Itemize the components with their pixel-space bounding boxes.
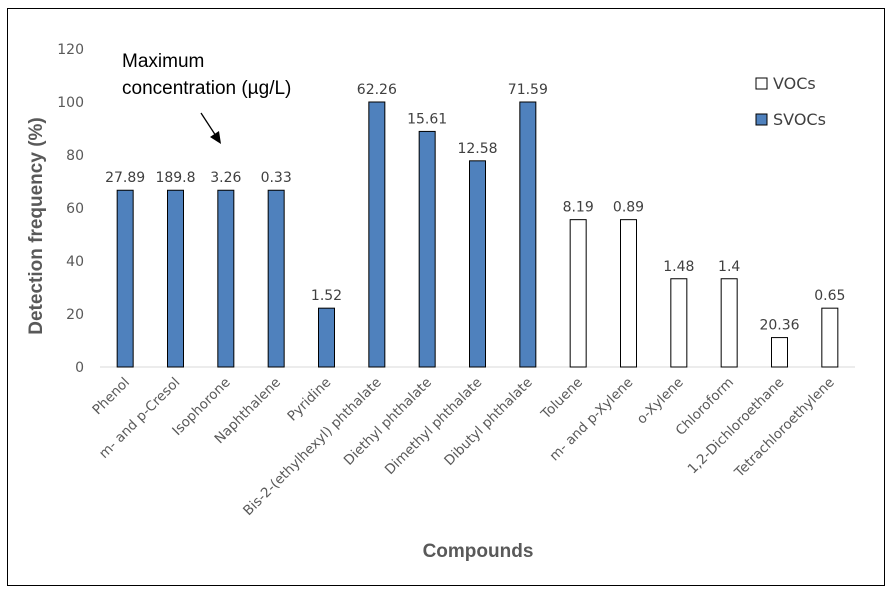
y-tick-label: 120 bbox=[57, 42, 84, 58]
y-axis-title: Detection frequency (%) bbox=[26, 117, 47, 334]
x-tick-label: Dimethyl phthalate bbox=[382, 375, 485, 478]
data-label: 27.89 bbox=[105, 170, 145, 186]
bar bbox=[318, 307, 335, 368]
bar bbox=[116, 189, 134, 368]
bar bbox=[217, 189, 235, 368]
data-label: 0.89 bbox=[613, 200, 644, 216]
annotation-arrow-icon bbox=[200, 112, 221, 144]
x-tick-label: Dibutyl phthalate bbox=[441, 375, 535, 469]
data-label: 0.65 bbox=[814, 288, 845, 304]
data-label: 1.4 bbox=[718, 259, 740, 275]
x-tick-label: Diethyl phthalate bbox=[341, 375, 435, 469]
x-tick-label: Tetrachloroethylene bbox=[731, 375, 838, 482]
x-tick-label: 1,2-Dichloroethane bbox=[685, 375, 788, 478]
bar bbox=[670, 278, 688, 368]
x-tick-label: Toluene bbox=[537, 375, 586, 424]
data-label: 0.33 bbox=[261, 170, 292, 186]
data-label: 1.52 bbox=[311, 288, 342, 304]
x-tick-label: o-Xylene bbox=[634, 375, 687, 428]
data-label: 3.26 bbox=[210, 170, 241, 186]
bars bbox=[116, 101, 839, 368]
data-label: 1.48 bbox=[663, 259, 694, 275]
bar bbox=[569, 219, 587, 368]
bar bbox=[771, 337, 788, 368]
x-tick-label: Pyridine bbox=[284, 375, 334, 425]
data-label: 71.59 bbox=[508, 82, 548, 98]
y-tick-label: 40 bbox=[66, 254, 84, 270]
y-tick-label: 100 bbox=[57, 95, 84, 111]
legend-swatch-vocs bbox=[755, 77, 768, 90]
bar bbox=[267, 189, 285, 368]
legend-label-vocs: VOCs bbox=[773, 74, 816, 93]
x-tick-label: Phenol bbox=[89, 375, 133, 419]
y-tick-label: 0 bbox=[75, 360, 84, 376]
bar bbox=[519, 101, 537, 368]
chart-frame bbox=[7, 8, 885, 586]
data-label: 8.19 bbox=[563, 200, 594, 216]
x-axis-title: Compounds bbox=[423, 541, 534, 562]
y-tick-label: 60 bbox=[66, 201, 84, 217]
data-label: 62.26 bbox=[357, 82, 397, 98]
bar bbox=[821, 307, 839, 368]
bar bbox=[368, 101, 386, 368]
data-label: 12.58 bbox=[457, 141, 497, 157]
data-labels: 27.89 189.8 3.26 0.33 1.52 62.26 15.61 12.58 71.… bbox=[105, 82, 845, 334]
annotation-line-2: concentration (µg/L) bbox=[122, 78, 291, 99]
legend-label-svocs: SVOCs bbox=[773, 110, 826, 129]
bar bbox=[418, 130, 436, 368]
annotation-line-1: Maximum bbox=[122, 51, 204, 72]
y-tick-label: 80 bbox=[66, 148, 84, 164]
y-tick-label: 20 bbox=[66, 307, 84, 323]
bar bbox=[620, 219, 637, 368]
data-label: 189.8 bbox=[155, 170, 195, 186]
legend-swatch-svocs bbox=[755, 113, 768, 126]
bar bbox=[720, 278, 738, 368]
data-label: 15.61 bbox=[407, 111, 447, 127]
y-axis-ticks: 0 20 40 60 80 100 120 bbox=[57, 42, 84, 376]
data-label: 20.36 bbox=[759, 318, 799, 334]
bar bbox=[469, 160, 486, 368]
legend: VOCs SVOCs bbox=[755, 74, 826, 129]
bar bbox=[167, 189, 184, 368]
